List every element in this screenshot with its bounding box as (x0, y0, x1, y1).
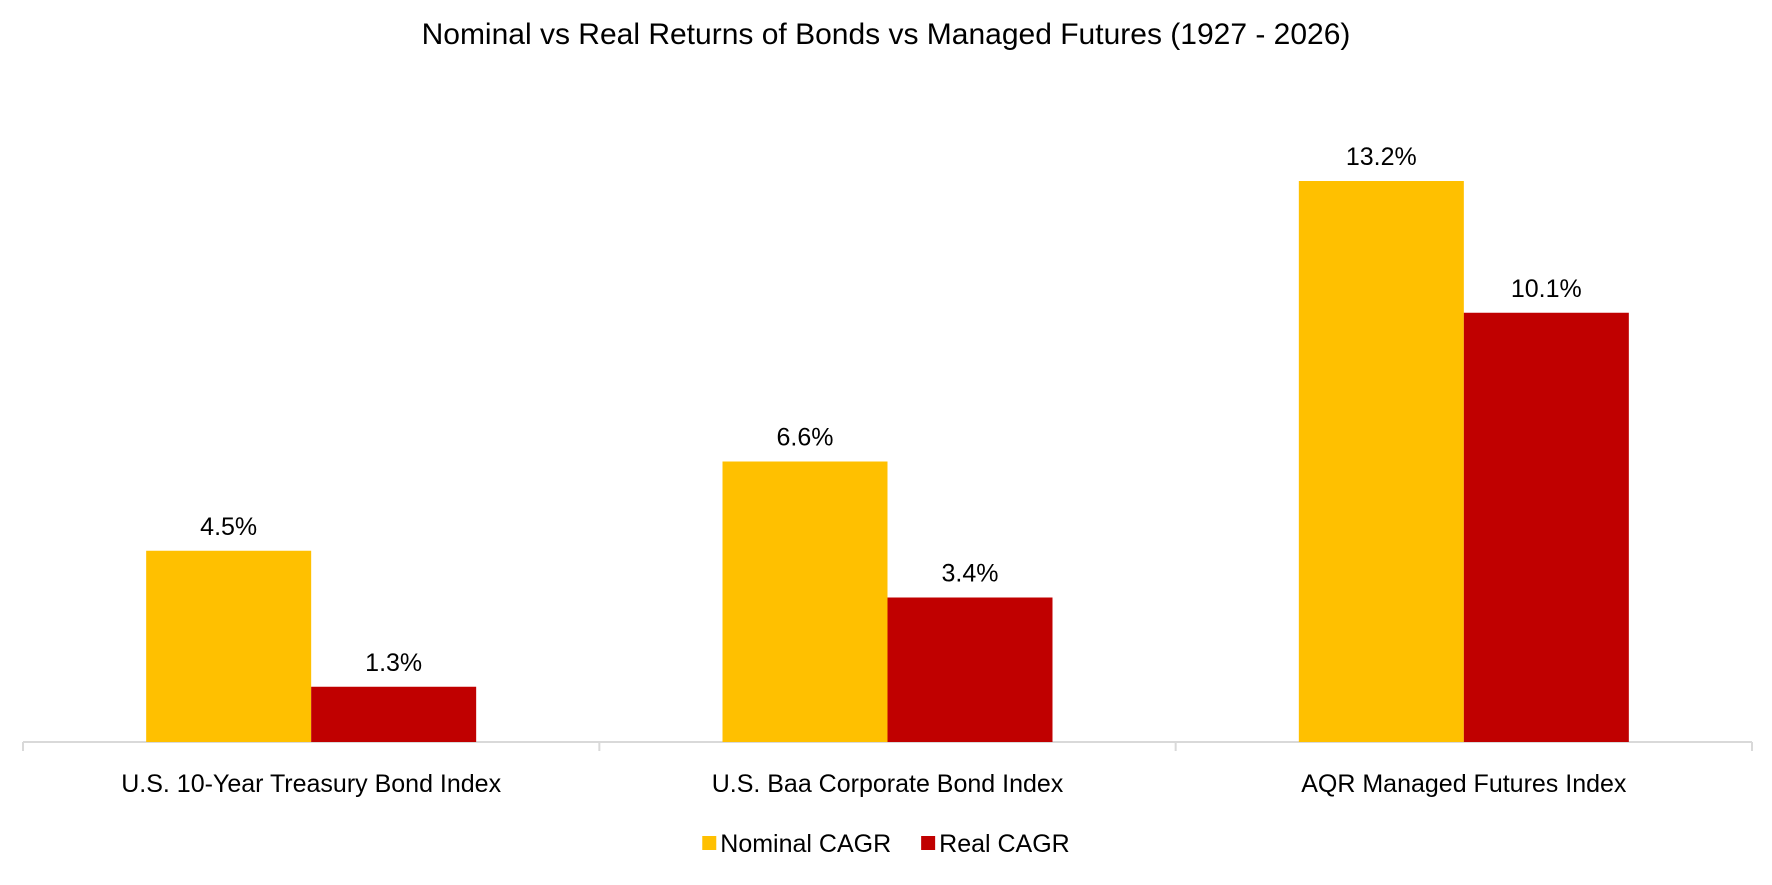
bar-real-1 (311, 686, 477, 742)
data-label: 4.5% (200, 513, 257, 541)
legend-label: Nominal CAGR (720, 830, 891, 858)
data-label: 3.4% (942, 560, 999, 588)
bar-nominal-1 (146, 550, 312, 742)
x-tick-label: U.S. 10-Year Treasury Bond Index (121, 770, 501, 798)
bar-nominal-3 (1298, 181, 1464, 742)
legend-item-real: Real CAGR (921, 830, 1070, 858)
plot-area: 4.5% 1.3% U.S. 10-Year Treasury Bond Index… (22, 143, 1753, 798)
data-label: 6.6% (777, 424, 834, 452)
x-tick-label: AQR Managed Futures Index (1301, 770, 1627, 798)
data-label: 10.1% (1511, 275, 1582, 303)
bar-nominal-2 (722, 461, 888, 742)
data-label: 1.3% (365, 649, 422, 677)
legend: Nominal CAGR Real CAGR (702, 830, 1070, 858)
chart-title: Nominal vs Real Returns of Bonds vs Mana… (422, 18, 1351, 51)
legend-swatch (921, 836, 936, 850)
legend-item-nominal: Nominal CAGR (702, 830, 891, 858)
data-label: 13.2% (1346, 143, 1417, 171)
legend-swatch (702, 836, 717, 850)
bar-real-2 (887, 597, 1053, 742)
bar-real-3 (1463, 312, 1629, 742)
legend-label: Real CAGR (939, 830, 1070, 858)
x-tick-label: U.S. Baa Corporate Bond Index (712, 770, 1064, 798)
